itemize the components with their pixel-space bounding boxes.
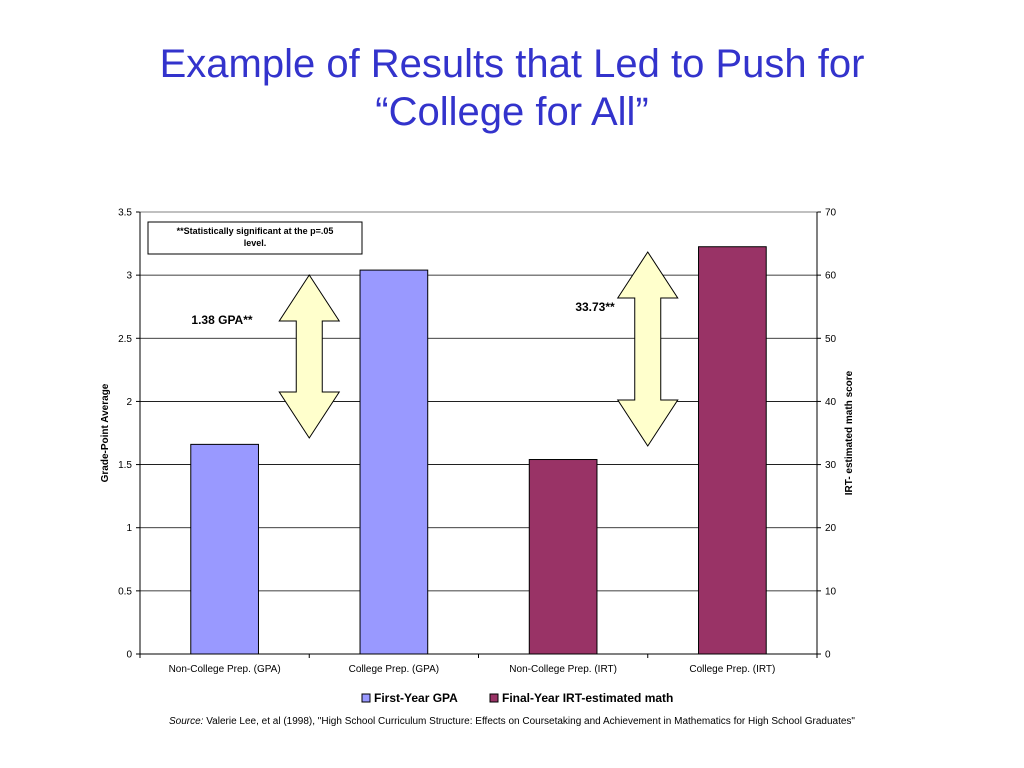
- y2-tick-label: 40: [825, 397, 837, 408]
- legend-label: Final-Year IRT-estimated math: [502, 691, 673, 705]
- bar: [190, 443, 259, 655]
- y-tick-label: 3.5: [118, 208, 132, 219]
- axis-labels: 0 0.5 1 1.5 2 2.5 3 3.5 0 10 20 30 40 50 60 70 Non-Colle…: [100, 208, 855, 676]
- y2-tick-label: 30: [825, 460, 837, 471]
- x-tick-label: College Prep. (IRT): [689, 664, 775, 675]
- legend: First-Year GPA Final-Year IRT-estimated m…: [361, 691, 673, 705]
- note-box: [147, 221, 363, 255]
- axes: [136, 211, 821, 658]
- y2-tick-label: 50: [825, 334, 837, 345]
- annotation-irt-diff: 33.73**: [575, 300, 615, 314]
- y-tick-label: 0.5: [118, 586, 132, 597]
- bar: [528, 459, 598, 655]
- difference-arrows: [278, 251, 679, 447]
- y-tick-label: 3: [126, 271, 132, 282]
- y-tick-label: 0: [126, 650, 132, 661]
- y2-axis-title: IRT- estimated math score: [844, 370, 855, 495]
- y-tick-label: 2.5: [118, 334, 132, 345]
- y-tick-label: 2: [126, 397, 132, 408]
- y2-tick-label: 60: [825, 271, 837, 282]
- y-axis-title: Grade-Point Average: [100, 383, 111, 482]
- legend-swatch: [489, 693, 499, 703]
- y2-tick-label: 0: [825, 650, 831, 661]
- source-citation: Source: Valerie Lee, et al (1998), "High…: [0, 716, 1024, 727]
- y2-tick-label: 20: [825, 523, 837, 534]
- x-tick-label: Non-College Prep. (GPA): [169, 664, 281, 675]
- source-text: Valerie Lee, et al (1998), "High School …: [206, 716, 855, 727]
- annotation-gpa-diff: 1.38 GPA**: [191, 313, 252, 327]
- x-tick-label: College Prep. (GPA): [349, 664, 439, 675]
- legend-label: First-Year GPA: [374, 691, 458, 705]
- source-label: Source:: [169, 716, 204, 727]
- double-arrow-irt: [616, 251, 679, 447]
- double-arrow-gpa: [278, 274, 341, 439]
- bars: [190, 246, 767, 655]
- y2-tick-label: 70: [825, 208, 837, 219]
- x-tick-label: Non-College Prep. (IRT): [509, 664, 617, 675]
- title-line-2: “College for All”: [375, 90, 649, 134]
- y2-tick-label: 10: [825, 586, 837, 597]
- significance-note: **Statistically significant at the p=.05…: [147, 221, 363, 255]
- bar: [359, 269, 429, 655]
- title-line-1: Example of Results that Led to Push for: [159, 42, 865, 86]
- bar: [698, 246, 767, 655]
- slide-title: Example of Results that Led to Push for …: [0, 40, 1024, 136]
- note-text: **Statistically significant at the p=.05…: [177, 226, 334, 248]
- legend-swatch: [361, 693, 371, 703]
- y-tick-label: 1: [126, 523, 132, 534]
- y-tick-label: 1.5: [118, 460, 132, 471]
